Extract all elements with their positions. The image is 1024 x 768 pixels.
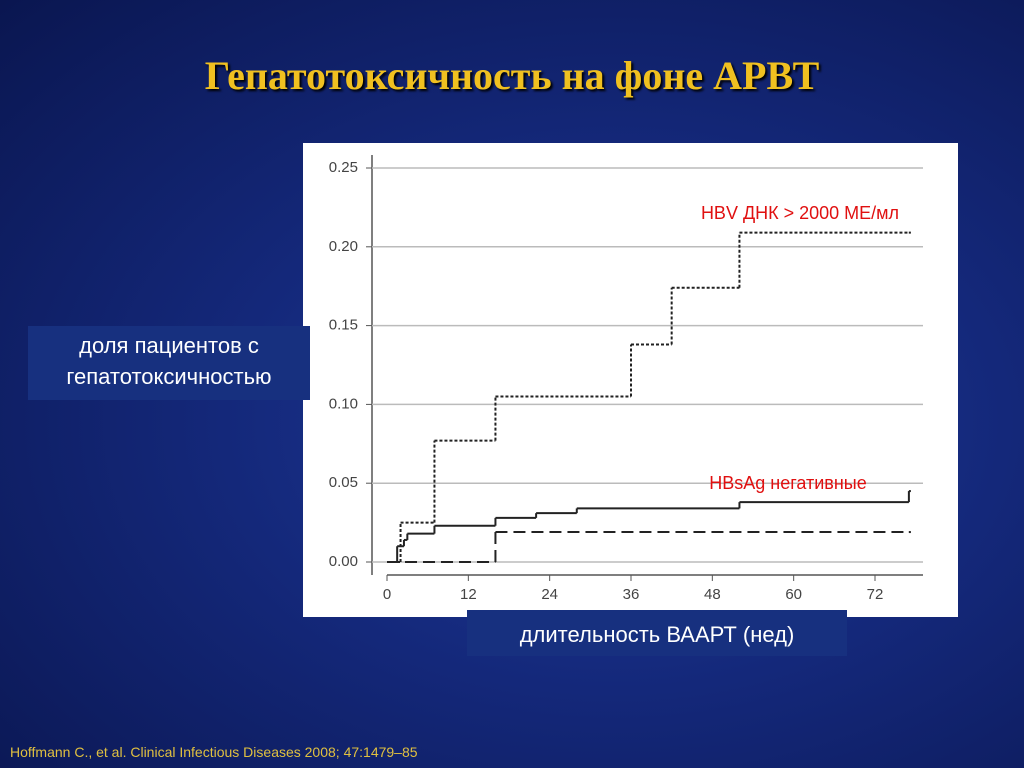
y-tick-label: 0.20 bbox=[329, 238, 358, 255]
y-tick-label: 0.25 bbox=[329, 159, 358, 176]
y-tick-label: 0.00 bbox=[329, 553, 358, 570]
x-tick-label: 12 bbox=[460, 586, 477, 603]
y-axis-label: доля пациентов с гепатотоксичностью bbox=[28, 326, 310, 400]
x-tick-label: 72 bbox=[867, 586, 884, 603]
x-axis-label: длительность ВААРТ (нед) bbox=[467, 610, 847, 656]
x-tick-label: 48 bbox=[704, 586, 721, 603]
x-tick-label: 60 bbox=[785, 586, 802, 603]
title: Гепатотоксичность на фоне АРВТ bbox=[204, 53, 820, 98]
x-tick-label: 24 bbox=[541, 586, 558, 603]
series-label: HBsAg негативные bbox=[709, 473, 867, 493]
y-tick-label: 0.10 bbox=[329, 395, 358, 412]
x-tick-label: 0 bbox=[383, 586, 391, 603]
series-label: HBV ДНК > 2000 МЕ/мл bbox=[701, 203, 899, 223]
x-tick-label: 36 bbox=[623, 586, 640, 603]
citation: Hoffmann C., et al. Clinical Infectious … bbox=[10, 744, 418, 760]
y-tick-label: 0.05 bbox=[329, 474, 358, 491]
y-tick-label: 0.15 bbox=[329, 317, 358, 334]
